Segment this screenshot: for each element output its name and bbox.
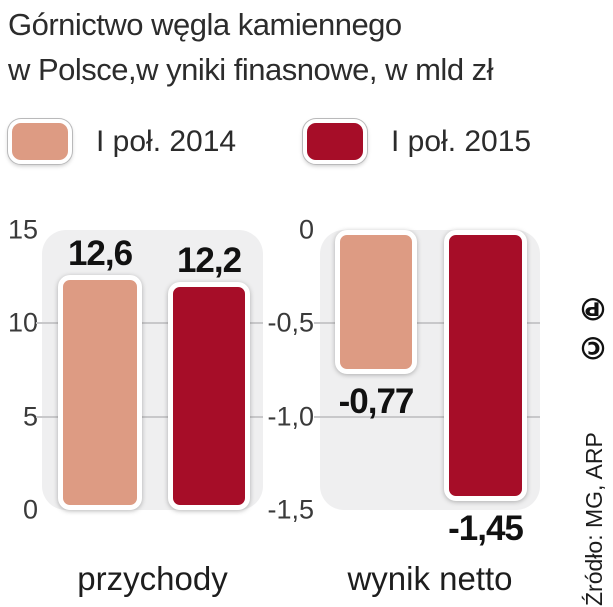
y-tick-label: 0: [22, 494, 38, 525]
gridline: [36, 322, 263, 325]
y-tick-label: -1,0: [267, 401, 314, 432]
legend-label-2015: I poł. 2015: [391, 124, 532, 158]
copyright-icons: ©℗: [575, 287, 611, 365]
legend-item-2015: I poł. 2015: [303, 119, 531, 164]
y-tick-label: 0: [298, 214, 314, 245]
y-tick-label: -0,5: [267, 307, 314, 338]
y-tick-label: 15: [7, 214, 38, 245]
y-axis-revenues: 15 10 5 0: [0, 215, 38, 525]
category-label-net-result: wynik netto: [347, 560, 513, 597]
gridline: [314, 322, 540, 325]
legend-swatch-2014: [8, 119, 72, 164]
value-label-revenues-2014: 12,6: [67, 233, 133, 273]
gridline: [314, 415, 540, 418]
legend-swatch-2015: [303, 119, 367, 164]
value-label-net-result-2014: -0,77: [338, 381, 415, 421]
y-tick-label: 10: [7, 307, 38, 338]
chart-title-line-2: w Polsce,w yniki finasnowe, w mld zł: [8, 52, 494, 87]
y-tick-label: 5: [22, 401, 38, 432]
panel-revenues: 12,6 12,2: [36, 230, 263, 510]
value-label-revenues-2015: 12,2: [176, 241, 242, 281]
gridline: [36, 415, 263, 418]
legend-label-2014: I poł. 2014: [96, 124, 237, 158]
panel-net-result: -0,77 -1,45: [314, 230, 540, 546]
y-axis-net-result: 0 -0,5 -1,0 -1,5: [250, 215, 314, 525]
category-label-revenues: przychody: [77, 560, 228, 597]
legend-item-2014: I poł. 2014: [8, 119, 236, 164]
source-credit: Źródło: MG, ARP: [581, 432, 607, 606]
bar-net-result-2014: -0,77: [335, 230, 417, 419]
chart-title-line-1: Górnictwo węgla kamiennego: [8, 7, 402, 42]
bar-revenues-2014: 12,6: [58, 236, 142, 510]
y-tick-label: -1,5: [267, 494, 314, 525]
value-label-net-result-2015: -1,45: [448, 508, 524, 548]
bar-revenues-2015: 12,2: [168, 243, 250, 510]
bar-net-result-2015: -1,45: [444, 230, 527, 546]
